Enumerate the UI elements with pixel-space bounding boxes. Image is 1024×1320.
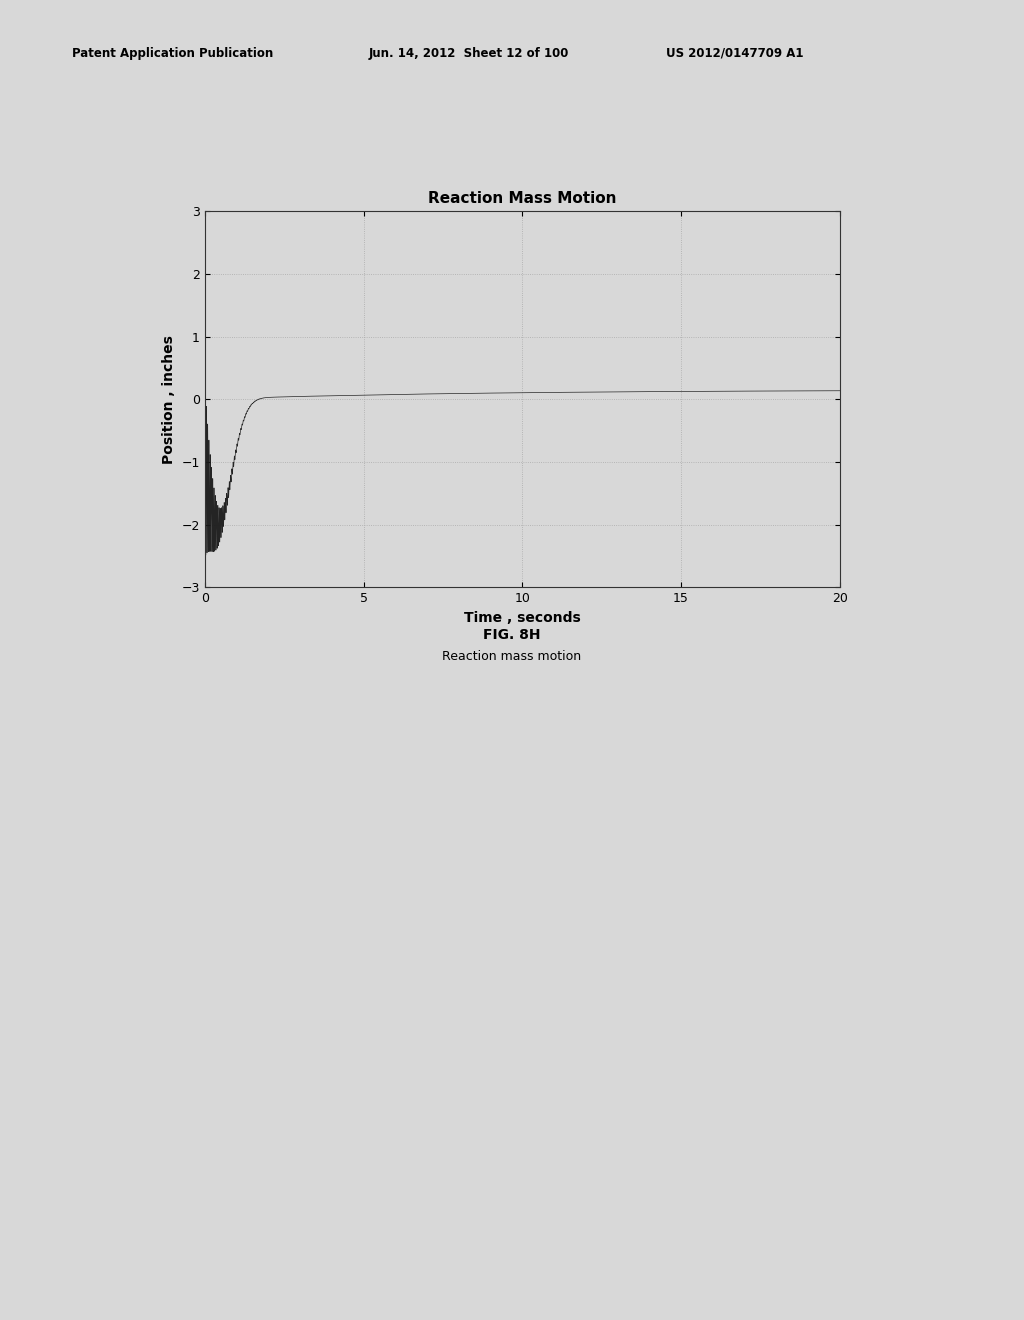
Y-axis label: Position , inches: Position , inches: [162, 335, 176, 463]
X-axis label: Time , seconds: Time , seconds: [464, 611, 581, 624]
Title: Reaction Mass Motion: Reaction Mass Motion: [428, 191, 616, 206]
Text: Jun. 14, 2012  Sheet 12 of 100: Jun. 14, 2012 Sheet 12 of 100: [369, 46, 569, 59]
Text: Patent Application Publication: Patent Application Publication: [72, 46, 273, 59]
Text: Reaction mass motion: Reaction mass motion: [442, 649, 582, 663]
Text: US 2012/0147709 A1: US 2012/0147709 A1: [666, 46, 803, 59]
Text: FIG. 8H: FIG. 8H: [483, 628, 541, 642]
